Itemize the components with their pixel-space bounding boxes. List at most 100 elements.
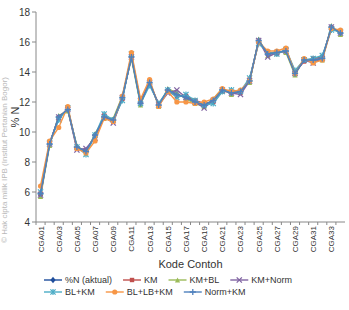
x-tick-label: CGA15	[164, 225, 173, 252]
data-point	[119, 94, 125, 100]
x-tick	[63, 222, 64, 225]
x-tick	[226, 222, 227, 225]
legend-marker	[237, 277, 242, 282]
legend-marker	[112, 289, 117, 294]
x-tick-label: CGA27	[273, 225, 282, 252]
data-point	[210, 97, 216, 103]
series	[37, 24, 343, 197]
y-tick	[32, 192, 36, 193]
series	[38, 26, 343, 189]
x-tick-label: CGA21	[218, 225, 227, 252]
x-tick	[145, 222, 146, 225]
x-tick-label: CGA17	[182, 225, 191, 252]
data-point	[83, 148, 89, 154]
series-line	[41, 29, 341, 194]
data-point	[201, 102, 207, 108]
x-tick	[308, 222, 309, 225]
x-tick	[235, 222, 236, 225]
y-tick-label: 8	[24, 157, 30, 168]
data-point	[156, 102, 162, 108]
x-tick	[199, 222, 200, 225]
x-tick	[254, 222, 255, 225]
y-tick	[32, 162, 36, 163]
legend-label: BL+KM	[65, 287, 95, 297]
data-point	[219, 87, 225, 93]
data-point	[174, 91, 180, 97]
legend-marker	[50, 277, 55, 283]
series-line	[41, 27, 341, 195]
chart: © Hak cipta milik IPB (Institut Pertania…	[0, 0, 349, 310]
data-point	[138, 100, 143, 106]
y-tick-label: 16	[19, 37, 31, 48]
x-tick	[108, 222, 109, 225]
data-point	[110, 117, 116, 123]
x-tick	[290, 222, 291, 225]
data-point	[246, 78, 252, 84]
y-tick	[32, 102, 36, 103]
x-tick	[72, 222, 73, 225]
data-point	[128, 54, 134, 60]
data-point	[38, 191, 42, 195]
x-tick	[263, 222, 264, 225]
x-tick-label: CGA07	[91, 225, 100, 252]
legend-label: Norm+KM	[205, 287, 246, 297]
legend-item: BL+KM	[44, 287, 95, 297]
data-point	[229, 90, 234, 96]
data-point	[74, 144, 80, 150]
x-tick	[317, 222, 318, 225]
legend-item: KM	[123, 275, 158, 285]
series-line	[41, 29, 341, 187]
legend-label: KM	[144, 275, 158, 285]
x-tick	[272, 222, 273, 225]
y-tick-label: 4	[24, 217, 30, 228]
x-tick-label: CGA31	[309, 225, 318, 252]
data-point	[265, 51, 271, 57]
y-tick-label: 14	[19, 67, 31, 78]
y-axis-title: % N	[9, 107, 21, 128]
y-tick-label: 18	[19, 7, 31, 18]
x-tick	[81, 222, 82, 225]
series	[38, 24, 343, 198]
data-point	[329, 24, 334, 30]
x-tick	[245, 222, 246, 225]
x-tick	[36, 222, 37, 225]
data-point	[337, 30, 343, 36]
legend-item: %N (aktual)	[44, 275, 112, 285]
data-point	[228, 90, 234, 96]
x-tick	[163, 222, 164, 225]
x-tick	[90, 222, 91, 225]
y-tick	[32, 222, 36, 223]
y-tick-label: 12	[19, 97, 31, 108]
x-tick-label: CGA11	[127, 225, 136, 251]
y-tick-label: 6	[24, 187, 30, 198]
x-tick-label: CGA29	[291, 225, 300, 252]
y-tick	[32, 12, 36, 13]
x-tick	[45, 222, 46, 225]
legend-marker	[190, 289, 196, 295]
x-tick	[117, 222, 118, 225]
data-point	[256, 37, 262, 43]
data-point	[274, 49, 279, 55]
legend: %N (aktual)KMKM+BLKM+NormBL+KMBL+LB+KMNo…	[44, 275, 292, 297]
x-tick	[172, 222, 173, 225]
x-tick-label: CGA05	[73, 225, 82, 252]
x-tick	[299, 222, 300, 225]
x-tick	[181, 222, 182, 225]
y-tick	[32, 72, 36, 73]
legend-marker	[130, 278, 134, 282]
x-tick	[135, 222, 136, 225]
legend-label: %N (aktual)	[65, 275, 112, 285]
data-point	[101, 114, 107, 120]
x-tick	[326, 222, 327, 225]
data-point	[328, 24, 334, 30]
series-line	[41, 26, 341, 197]
series-line	[41, 27, 341, 194]
x-tick	[154, 222, 155, 225]
x-tick-label: CGA25	[255, 225, 264, 252]
series-line	[41, 30, 341, 192]
legend-marker	[175, 277, 180, 282]
x-tick	[126, 222, 127, 225]
data-point	[56, 125, 61, 130]
y-tick	[32, 42, 36, 43]
legend-marker	[50, 289, 55, 295]
